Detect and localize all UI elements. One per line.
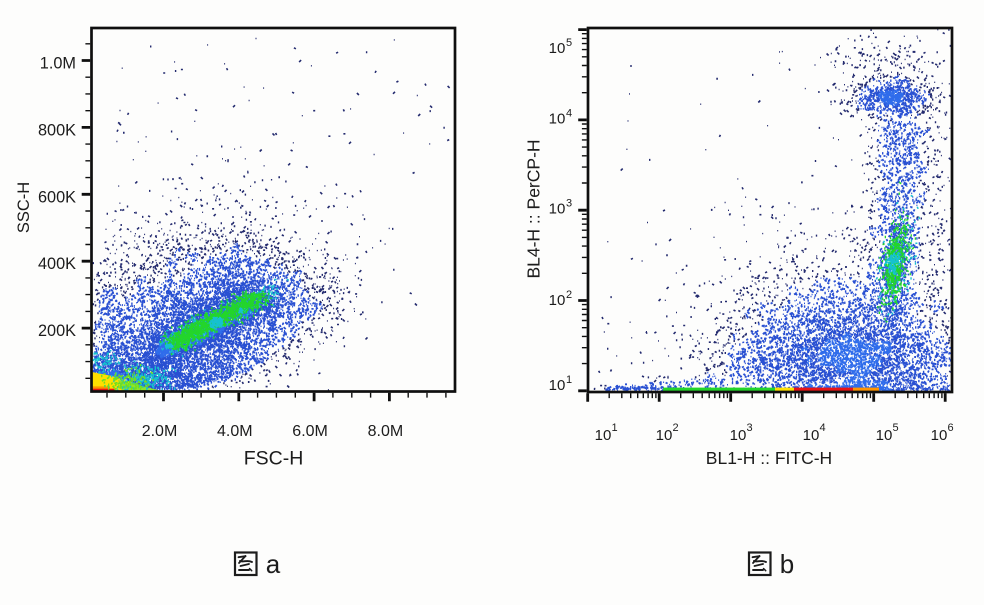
svg-text:800K: 800K xyxy=(38,121,76,139)
svg-text:4: 4 xyxy=(820,422,826,434)
svg-text:1: 1 xyxy=(566,374,572,386)
svg-text:2: 2 xyxy=(673,422,679,434)
svg-text:3: 3 xyxy=(747,422,753,434)
svg-text:200K: 200K xyxy=(38,322,76,340)
svg-text:a: a xyxy=(266,549,281,579)
svg-text:5: 5 xyxy=(893,422,899,434)
svg-text:BL1-H :: FITC-H: BL1-H :: FITC-H xyxy=(706,448,832,468)
svg-text:1: 1 xyxy=(612,422,618,434)
svg-text:SSC-H: SSC-H xyxy=(15,182,33,233)
svg-text:1.0M: 1.0M xyxy=(40,55,76,73)
svg-text:600K: 600K xyxy=(38,188,76,206)
svg-text:10: 10 xyxy=(656,427,673,444)
svg-text:2: 2 xyxy=(566,289,572,301)
svg-text:10: 10 xyxy=(931,427,948,444)
svg-text:10: 10 xyxy=(549,40,566,57)
svg-text:400K: 400K xyxy=(38,255,76,273)
svg-text:10: 10 xyxy=(549,111,566,128)
svg-text:BL4-H :: PerCP-H: BL4-H :: PerCP-H xyxy=(524,139,544,278)
svg-text:3: 3 xyxy=(566,198,572,210)
svg-text:10: 10 xyxy=(803,427,820,444)
svg-text:6.0M: 6.0M xyxy=(292,423,328,440)
svg-text:8.0M: 8.0M xyxy=(368,423,404,440)
svg-text:10: 10 xyxy=(730,427,747,444)
svg-text:10: 10 xyxy=(549,201,566,218)
svg-text:b: b xyxy=(780,549,794,579)
svg-text:10: 10 xyxy=(876,427,893,444)
svg-text:10: 10 xyxy=(549,292,566,309)
svg-text:4: 4 xyxy=(566,108,572,120)
svg-text:5: 5 xyxy=(566,37,572,49)
svg-text:4.0M: 4.0M xyxy=(217,423,253,440)
svg-text:FSC-H: FSC-H xyxy=(244,448,304,470)
svg-text:2.0M: 2.0M xyxy=(142,423,178,440)
svg-text:10: 10 xyxy=(595,427,612,444)
svg-text:10: 10 xyxy=(549,377,566,394)
svg-text:6: 6 xyxy=(948,422,954,434)
